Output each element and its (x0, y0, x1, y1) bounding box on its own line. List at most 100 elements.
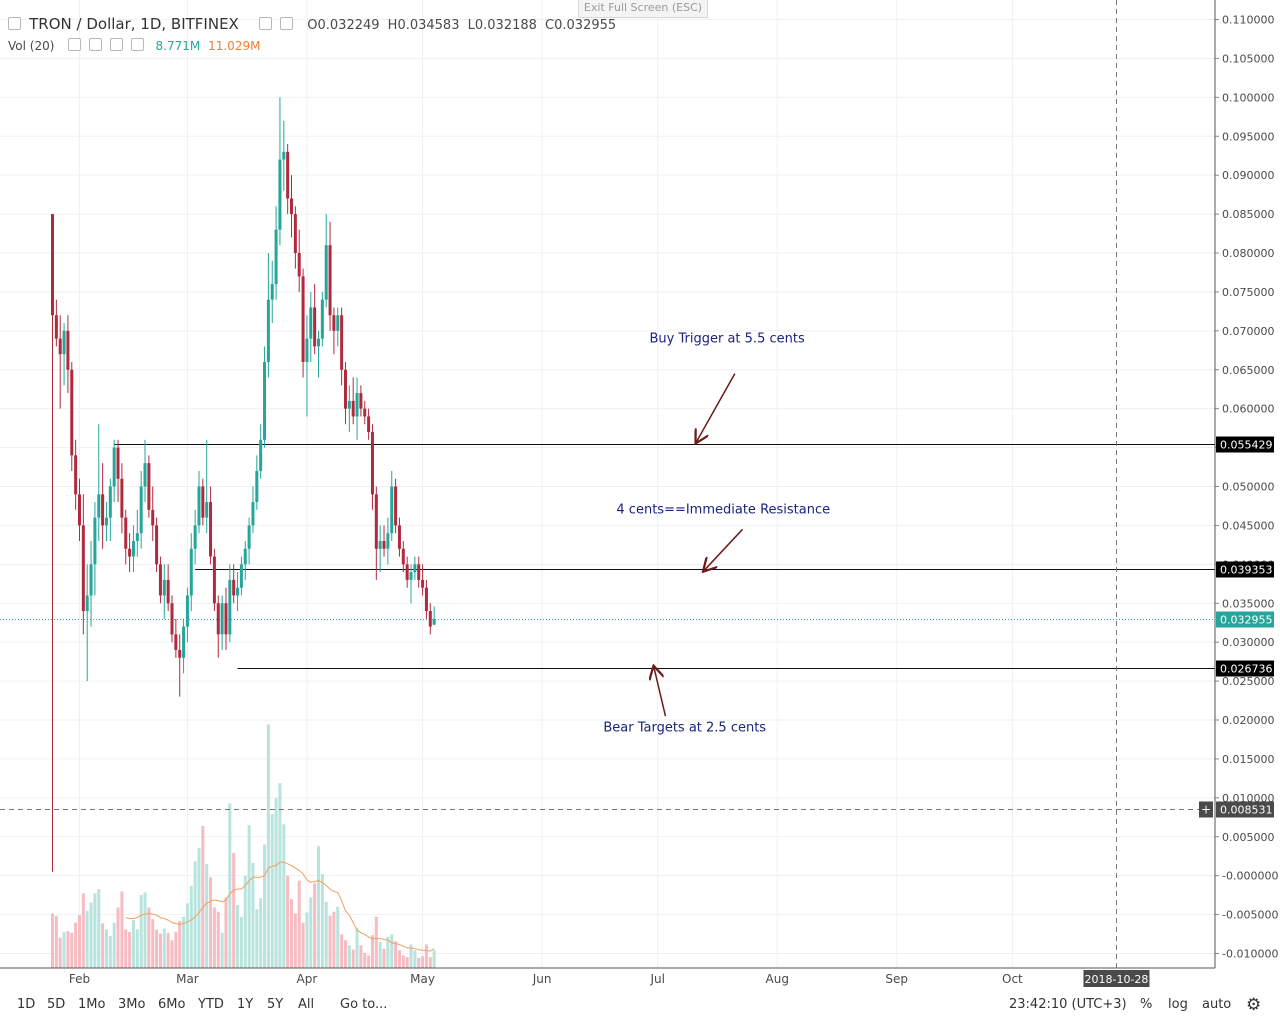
range-3mo[interactable]: 3Mo (118, 997, 146, 1012)
candle[interactable] (409, 564, 413, 604)
candle[interactable] (216, 595, 220, 658)
candle[interactable] (116, 439, 120, 503)
collapse-icon[interactable] (8, 17, 21, 30)
percent-toggle[interactable]: % (1140, 997, 1153, 1012)
candle[interactable] (124, 509, 128, 565)
candle[interactable] (131, 525, 135, 573)
price-axis[interactable]: 0.110000 0.105000 0.100000 0.095000 0.090000… (1214, 0, 1278, 968)
gear-icon[interactable] (89, 38, 103, 51)
candle[interactable] (128, 533, 132, 573)
candle[interactable] (205, 439, 209, 534)
candle[interactable] (220, 595, 224, 650)
candle[interactable] (101, 463, 105, 549)
candle[interactable] (270, 260, 274, 324)
range-1mo[interactable]: 1Mo (78, 997, 106, 1012)
candle[interactable] (89, 540, 93, 627)
candle[interactable] (278, 97, 282, 246)
candle[interactable] (51, 214, 54, 324)
annotation-arrow[interactable] (654, 667, 667, 717)
compare-icon[interactable] (280, 17, 294, 30)
candle[interactable] (151, 486, 155, 541)
candle[interactable] (355, 377, 359, 440)
candle[interactable] (247, 517, 251, 565)
clock[interactable]: 23:42:10 (UTC+3) (1009, 997, 1127, 1012)
auto-toggle[interactable]: auto (1202, 997, 1232, 1012)
candle[interactable] (428, 603, 432, 635)
candle[interactable] (185, 587, 189, 643)
candle[interactable] (193, 509, 197, 565)
candle[interactable] (174, 618, 178, 658)
candle[interactable] (104, 502, 108, 541)
candle[interactable] (197, 470, 201, 534)
candle[interactable] (382, 525, 386, 557)
candle[interactable] (58, 315, 62, 409)
candle[interactable] (224, 587, 228, 650)
candle[interactable] (66, 315, 70, 394)
annotation-arrow[interactable] (704, 528, 744, 570)
candle[interactable] (209, 486, 213, 565)
candle[interactable] (386, 517, 390, 565)
candle[interactable] (108, 478, 112, 541)
candle[interactable] (347, 385, 351, 433)
candle[interactable] (251, 486, 255, 534)
candle[interactable] (421, 564, 425, 596)
candle[interactable] (139, 470, 143, 549)
range-1d[interactable]: 1D (17, 997, 36, 1012)
candle[interactable] (263, 346, 267, 448)
annotation-label[interactable]: 4 cents==Immediate Resistance (616, 503, 830, 518)
annotation-label[interactable]: Buy Trigger at 5.5 cents (650, 332, 805, 347)
candles[interactable] (51, 97, 436, 872)
candle[interactable] (135, 509, 139, 557)
candle[interactable] (301, 268, 305, 378)
symbol-title[interactable]: TRON / Dollar, 1D, BITFINEX (29, 15, 239, 33)
candle[interactable] (158, 556, 162, 604)
candle[interactable] (170, 595, 174, 643)
candle[interactable] (243, 540, 247, 580)
candle[interactable] (232, 564, 236, 604)
candle[interactable] (274, 206, 278, 300)
candle[interactable] (266, 253, 270, 378)
candle[interactable] (155, 517, 159, 573)
candle[interactable] (401, 540, 405, 573)
candle[interactable] (189, 533, 193, 612)
annotation-label[interactable]: Bear Targets at 2.5 cents (603, 721, 766, 736)
candle[interactable] (417, 556, 421, 588)
candle[interactable] (324, 214, 328, 308)
candle[interactable] (182, 618, 186, 674)
candle[interactable] (351, 377, 355, 425)
candle[interactable] (228, 564, 232, 643)
annotations[interactable]: Buy Trigger at 5.5 cents 4 cents==Immedia… (603, 332, 830, 736)
eye-icon[interactable] (68, 38, 82, 51)
candle[interactable] (340, 307, 344, 386)
gear-icon[interactable]: ⚙ (1246, 995, 1262, 1015)
candle[interactable] (62, 323, 66, 386)
range-5d[interactable]: 5D (47, 997, 66, 1012)
candle[interactable] (112, 439, 116, 503)
candle[interactable] (413, 556, 417, 580)
log-toggle[interactable]: log (1168, 997, 1188, 1012)
candle[interactable] (432, 606, 436, 626)
candle[interactable] (328, 221, 332, 331)
candle[interactable] (77, 478, 81, 541)
candle[interactable] (397, 517, 401, 557)
candle[interactable] (297, 229, 301, 292)
candle[interactable] (212, 548, 216, 612)
candle[interactable] (336, 307, 340, 347)
candle[interactable] (290, 175, 294, 238)
annotation-arrow[interactable] (696, 373, 736, 442)
candle[interactable] (70, 361, 74, 471)
vol-label[interactable]: Vol (20) (8, 39, 55, 53)
candle[interactable] (74, 439, 78, 510)
candle[interactable] (359, 385, 363, 417)
candle[interactable] (374, 486, 378, 580)
range-5y[interactable]: 5Y (267, 997, 284, 1012)
candle[interactable] (320, 291, 324, 347)
plus-icon[interactable] (109, 38, 123, 51)
candle[interactable] (394, 478, 398, 534)
candle[interactable] (424, 579, 428, 619)
candle[interactable] (259, 424, 263, 479)
range-1y[interactable]: 1Y (237, 997, 254, 1012)
settings-icon[interactable] (258, 17, 272, 30)
candle[interactable] (147, 455, 151, 518)
candle[interactable] (313, 284, 317, 355)
